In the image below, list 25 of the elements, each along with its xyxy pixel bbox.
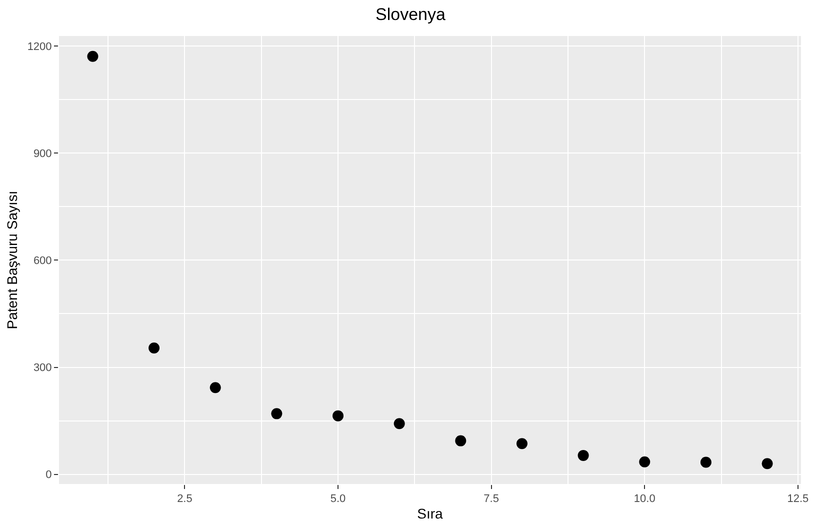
x-tick-label: 5.0 — [330, 493, 346, 506]
point — [148, 342, 160, 354]
x-tick-label: 10.0 — [634, 493, 656, 506]
x-axis-title: Sıra — [417, 506, 444, 522]
point — [578, 450, 589, 461]
point — [210, 382, 221, 394]
y-axis-title: Patent Başvuru Sayısı — [4, 190, 20, 330]
y-tick-label: 600 — [33, 255, 52, 268]
point — [700, 456, 712, 468]
point — [87, 50, 98, 62]
point — [271, 408, 282, 420]
x-tick-label: 12.5 — [787, 493, 809, 506]
point — [394, 418, 405, 430]
y-tick-label: 900 — [33, 148, 52, 160]
point — [762, 458, 773, 470]
point — [332, 410, 344, 422]
point — [516, 438, 528, 450]
y-tick-label: 300 — [33, 362, 52, 374]
y-tick-label: 1200 — [27, 40, 52, 53]
x-tick-label: 2.5 — [177, 493, 192, 506]
point — [639, 456, 650, 468]
y-tick-label: 0 — [46, 469, 52, 482]
chart-title: Slovenya — [376, 4, 446, 24]
point — [455, 435, 466, 446]
x-tick-label: 7.5 — [484, 493, 499, 506]
